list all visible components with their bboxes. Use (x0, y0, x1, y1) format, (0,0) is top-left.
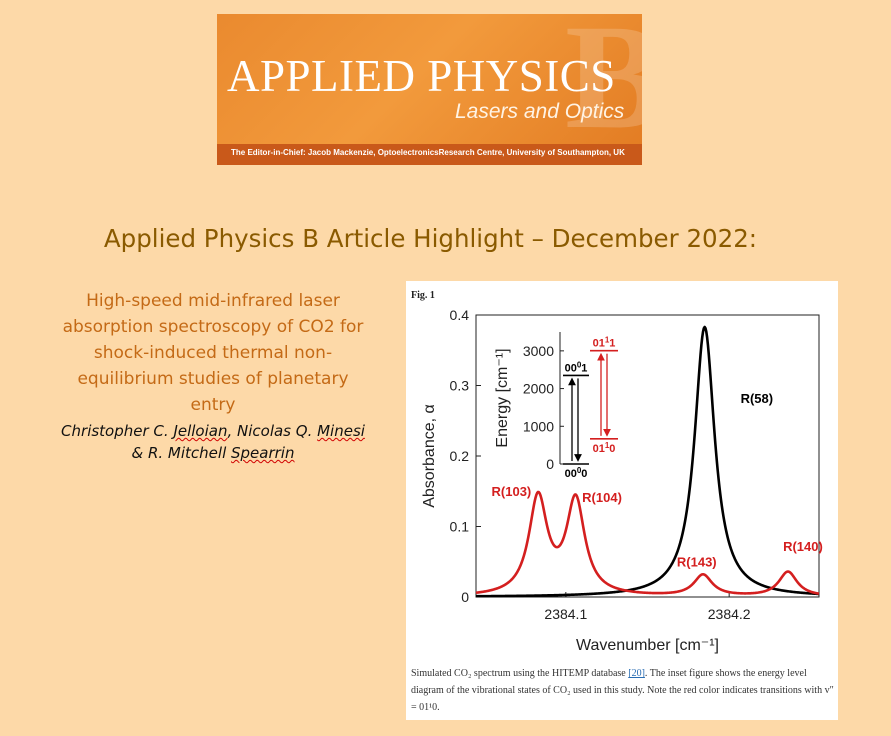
banner-editor-line: The Editor-in-Chief: Jacob Mackenzie, Op… (231, 148, 625, 157)
authors-line-1: Christopher C. Jelloian, Nicolas Q. Mine… (61, 422, 365, 440)
inset-tick-label: 3000 (523, 343, 554, 359)
banner-subtitle: Lasers and Optics (455, 100, 625, 123)
article-title-line: equilibrium studies of planetary (77, 369, 349, 389)
banner-letter: B (565, 14, 642, 160)
author-surname-spearrin: Spearrin (231, 444, 295, 462)
figure-label: Fig. 1 (411, 290, 435, 301)
authors-line-2: & R. Mitchell Spearrin (131, 444, 295, 462)
inset-y-label: Energy [cm⁻¹] (494, 348, 511, 447)
energy-level-label: 0000 (565, 466, 588, 480)
banner-strip (217, 144, 642, 165)
y-axis-label: Absorbance, α (421, 404, 438, 508)
inset-tick-label: 1000 (523, 418, 554, 434)
caption-reference-link[interactable]: [20] (628, 668, 645, 679)
peak-label: R(143) (677, 555, 717, 570)
inset-tick-label: 2000 (523, 381, 554, 397)
article-title-line: shock-induced thermal non- (93, 343, 333, 363)
y-tick-label: 0.1 (450, 519, 470, 535)
article-title-line: absorption spectroscopy of CO2 for (62, 317, 364, 337)
energy-level-label: 0001 (565, 360, 588, 374)
article-title-line: entry (190, 395, 236, 415)
figure-panel: Fig. 1 0 0.1 0.2 0.3 0.4 2384.1 2384.2 Wavenumb… (406, 281, 838, 720)
series-line-0 (475, 325, 820, 598)
y-tick-label: 0 (461, 589, 469, 605)
author-surname-minesi: Minesi (317, 422, 365, 440)
x-tick-label: 2384.1 (544, 606, 587, 622)
article-title: High-speed mid-infrared laser absorption… (30, 288, 396, 418)
peak-label: R(58) (741, 391, 774, 406)
y-tick-label: 0.4 (450, 307, 470, 323)
figure-caption: Simulated CO₂ spectrum using the HITEMP … (411, 668, 834, 713)
y-tick-label: 0.2 (450, 448, 470, 464)
x-axis-label: Wavenumber [cm⁻¹] (576, 637, 719, 654)
x-tick-label: 2384.2 (708, 606, 751, 622)
energy-level-label: 0110 (593, 441, 616, 455)
article-authors: Christopher C. Jelloian, Nicolas Q. Mine… (30, 420, 396, 464)
y-tick-label: 0.3 (450, 378, 470, 394)
peak-label: R(104) (582, 490, 622, 505)
author-surname-jelloian: Jelloian (173, 422, 228, 440)
journal-banner: B APPLIED PHYSICS Lasers and Optics The … (217, 14, 642, 165)
peak-label: R(103) (492, 484, 532, 499)
page-headline: Applied Physics B Article Highlight – De… (103, 224, 758, 253)
series-line-1 (475, 490, 820, 595)
banner-title: APPLIED PHYSICS (227, 51, 616, 101)
inset-tick-label: 0 (546, 456, 554, 472)
article-title-line: High-speed mid-infrared laser (86, 291, 340, 311)
peak-label: R(140) (783, 539, 823, 554)
energy-level-label: 0111 (593, 336, 616, 350)
spectrum-chart: Fig. 1 0 0.1 0.2 0.3 0.4 2384.1 2384.2 Wavenumb… (411, 290, 823, 654)
